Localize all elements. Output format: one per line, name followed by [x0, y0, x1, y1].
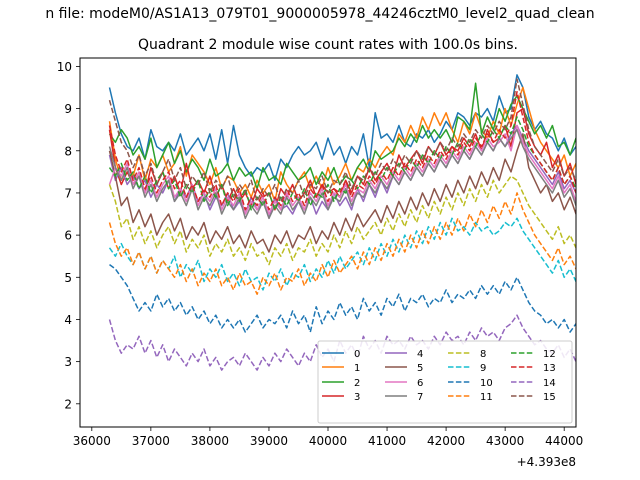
legend-label-15: 15: [543, 392, 556, 403]
series-line-10: [109, 263, 576, 333]
series-line-11: [108, 192, 576, 295]
figure-suptitle: n file: modeM0/AS1A13_079T01_9000005978_…: [45, 6, 594, 22]
series-line-7: [108, 128, 576, 220]
legend-label-11: 11: [480, 392, 493, 403]
legend-label-3: 3: [354, 392, 360, 403]
x-tick-label: 38000: [191, 434, 229, 448]
series-line-1: [108, 86, 576, 203]
y-axis: 2 3 4 5 6 7 8 9 10: [57, 60, 80, 411]
series-line-15: [108, 78, 576, 203]
x-offset-label: +4.393e8: [517, 455, 576, 469]
legend-label-12: 12: [543, 349, 556, 360]
y-tick-label: 10: [57, 60, 72, 74]
x-tick-label: 40000: [309, 434, 347, 448]
y-tick-label: 4: [64, 313, 72, 327]
series-line-12: [108, 116, 576, 211]
legend-label-6: 6: [417, 378, 423, 389]
series-line-6: [108, 124, 576, 215]
y-tick-label: 2: [64, 397, 72, 411]
legend-label-7: 7: [417, 392, 423, 403]
legend-label-0: 0: [354, 349, 360, 360]
legend-label-10: 10: [480, 378, 493, 389]
legend-label-9: 9: [480, 363, 486, 374]
x-tick-label: 44000: [545, 434, 583, 448]
series-line-9: [108, 217, 576, 291]
y-tick-label: 9: [64, 102, 72, 116]
series-line-5: [108, 133, 576, 253]
series-line-2: [108, 82, 576, 190]
y-tick-label: 3: [64, 355, 72, 369]
legend-label-14: 14: [543, 378, 556, 389]
chart-title: Quadrant 2 module wise count rates with …: [138, 37, 518, 53]
legend-label-13: 13: [543, 363, 556, 374]
x-tick-label: 39000: [250, 434, 288, 448]
series-line-8: [108, 175, 576, 266]
legend-label-5: 5: [417, 363, 423, 374]
x-tick-label: 36000: [73, 434, 111, 448]
x-tick-label: 43000: [486, 434, 524, 448]
series-layer: [108, 74, 576, 371]
x-tick-label: 37000: [132, 434, 170, 448]
x-tick-label: 41000: [368, 434, 406, 448]
legend-label-8: 8: [480, 349, 486, 360]
x-axis: 36000 37000 38000 39000 40000 41000 42000 43000…: [73, 427, 583, 448]
legend-label-1: 1: [354, 363, 360, 374]
y-tick-label: 7: [64, 186, 72, 200]
y-tick-label: 6: [64, 229, 72, 243]
y-tick-label: 8: [64, 144, 72, 158]
legend-box: [317, 340, 573, 424]
series-line-13: [108, 90, 576, 211]
series-line-0: [108, 74, 576, 182]
legend-label-4: 4: [417, 349, 423, 360]
y-tick-label: 5: [64, 271, 72, 285]
legend-label-2: 2: [354, 378, 360, 389]
x-tick-label: 42000: [427, 434, 465, 448]
